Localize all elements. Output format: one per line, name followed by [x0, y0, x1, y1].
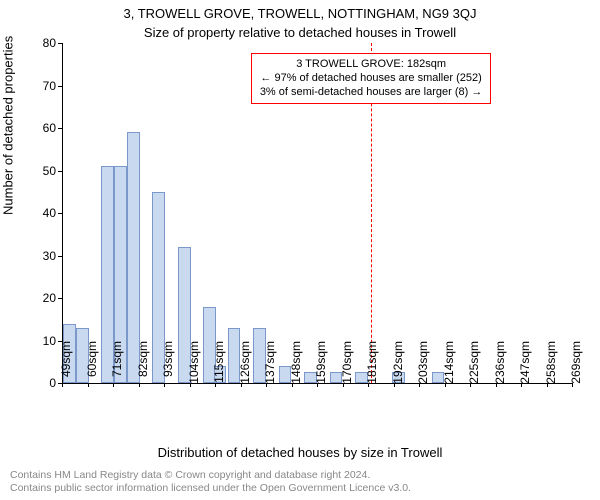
- annotation-box: 3 TROWELL GROVE: 182sqm← 97% of detached…: [251, 53, 492, 104]
- chart-title-line1: 3, TROWELL GROVE, TROWELL, NOTTINGHAM, N…: [0, 6, 600, 21]
- y-tick-mark: [58, 171, 62, 172]
- annotation-line2: ← 97% of detached houses are smaller (25…: [260, 72, 483, 86]
- y-tick-label: 0: [49, 376, 56, 390]
- x-tick-label: 49sqm: [59, 341, 73, 391]
- y-tick-label: 50: [43, 164, 56, 178]
- footer-line1: Contains HM Land Registry data © Crown c…: [10, 469, 411, 483]
- x-tick-label: 192sqm: [391, 341, 405, 391]
- y-axis-label: Number of detached properties: [1, 36, 16, 215]
- x-tick-label: 104sqm: [187, 341, 201, 391]
- y-tick-mark: [58, 298, 62, 299]
- y-tick-label: 20: [43, 291, 56, 305]
- x-tick-label: 258sqm: [544, 341, 558, 391]
- x-axis-label: Distribution of detached houses by size …: [0, 445, 600, 460]
- x-tick-label: 115sqm: [212, 341, 226, 391]
- x-tick-label: 170sqm: [340, 341, 354, 391]
- x-tick-label: 225sqm: [467, 341, 481, 391]
- footer-line2: Contains public sector information licen…: [10, 482, 411, 496]
- annotation-line1: 3 TROWELL GROVE: 182sqm: [260, 58, 483, 72]
- x-tick-label: 126sqm: [238, 341, 252, 391]
- footer-attribution: Contains HM Land Registry data © Crown c…: [10, 469, 411, 496]
- x-tick-label: 93sqm: [161, 341, 175, 391]
- x-tick-label: 181sqm: [365, 341, 379, 391]
- x-tick-label: 247sqm: [518, 341, 532, 391]
- x-tick-label: 203sqm: [416, 341, 430, 391]
- y-tick-mark: [58, 128, 62, 129]
- x-tick-label: 71sqm: [110, 341, 124, 391]
- y-tick-label: 40: [43, 206, 56, 220]
- y-tick-label: 60: [43, 121, 56, 135]
- y-tick-label: 70: [43, 79, 56, 93]
- y-tick-label: 30: [43, 249, 56, 263]
- x-tick-label: 148sqm: [289, 341, 303, 391]
- x-tick-label: 159sqm: [314, 341, 328, 391]
- y-tick-label: 10: [43, 334, 56, 348]
- x-tick-label: 60sqm: [85, 341, 99, 391]
- y-tick-label: 80: [43, 36, 56, 50]
- annotation-line3: 3% of semi-detached houses are larger (8…: [260, 86, 483, 100]
- y-tick-mark: [58, 213, 62, 214]
- x-tick-label: 269sqm: [569, 341, 583, 391]
- y-tick-mark: [58, 86, 62, 87]
- y-tick-mark: [58, 256, 62, 257]
- x-tick-label: 236sqm: [493, 341, 507, 391]
- x-tick-label: 82sqm: [136, 341, 150, 391]
- y-tick-mark: [58, 43, 62, 44]
- plot-area: 3 TROWELL GROVE: 182sqm← 97% of detached…: [62, 43, 573, 384]
- x-tick-label: 137sqm: [263, 341, 277, 391]
- chart-title-line2: Size of property relative to detached ho…: [0, 25, 600, 40]
- x-tick-label: 214sqm: [442, 341, 456, 391]
